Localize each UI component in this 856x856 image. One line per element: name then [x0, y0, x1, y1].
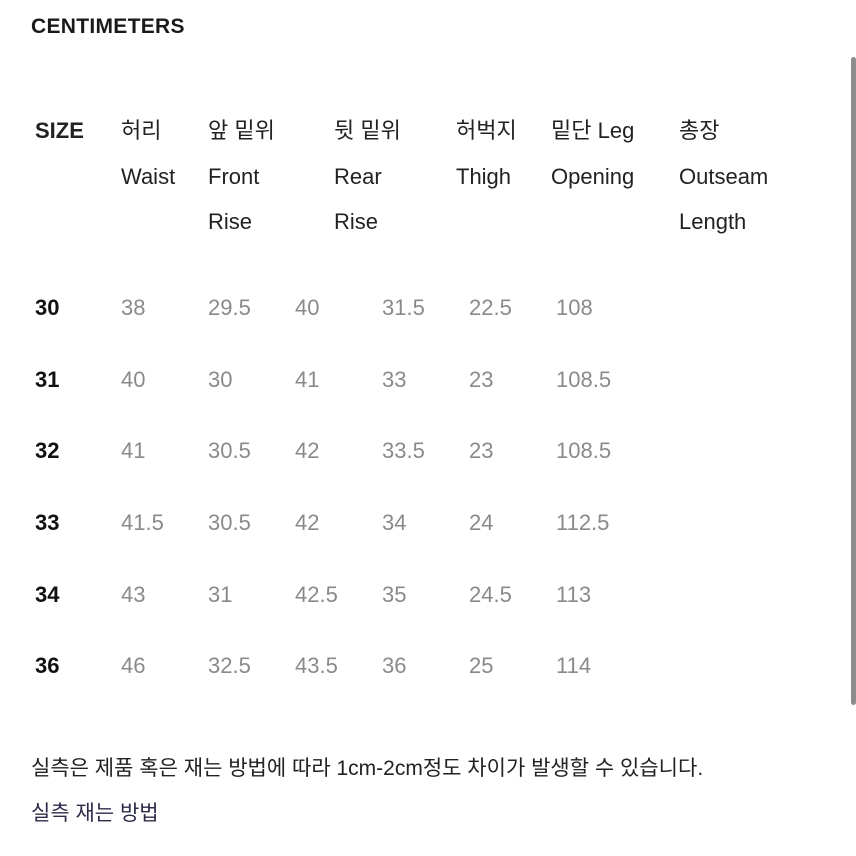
measurement-cell: 33.5 — [382, 438, 425, 463]
column-header: Rear — [334, 164, 382, 189]
measurement-cell: 33 — [382, 367, 407, 392]
measurement-cell: 24 — [469, 510, 494, 535]
measurement-note: 실측은 제품 혹은 재는 방법에 따라 1cm-2cm정도 차이가 발생할 수 … — [31, 757, 704, 780]
size-cell: 31 — [35, 367, 60, 392]
measurement-cell: 41 — [295, 367, 320, 392]
size-cell: 32 — [35, 438, 60, 463]
scrollbar[interactable] — [851, 57, 856, 705]
measurement-cell: 42 — [295, 438, 320, 463]
measurement-cell: 42 — [295, 510, 320, 535]
measurement-cell: 24.5 — [469, 582, 512, 607]
measurement-cell: 30 — [208, 367, 233, 392]
measurement-cell: 46 — [121, 653, 146, 678]
measurement-cell: 34 — [382, 510, 407, 535]
column-header: Opening — [551, 164, 635, 189]
measurement-cell: 41.5 — [121, 510, 164, 535]
unit-title: CENTIMETERS — [31, 15, 185, 38]
measurement-cell: 22.5 — [469, 295, 512, 320]
column-header: Rise — [334, 209, 379, 234]
column-header: Outseam — [679, 164, 769, 189]
measurement-cell: 35 — [382, 582, 407, 607]
measurement-cell: 29.5 — [208, 295, 251, 320]
measurement-cell: 43 — [121, 582, 146, 607]
measurement-cell: 25 — [469, 653, 494, 678]
measurement-cell: 31.5 — [382, 295, 425, 320]
measurement-cell: 32.5 — [208, 653, 251, 678]
measurement-cell: 38 — [121, 295, 146, 320]
how-to-measure-link[interactable]: 실측 재는 방법 — [31, 802, 159, 825]
column-header: Length — [679, 209, 747, 234]
column-header: 허리 — [121, 118, 162, 143]
measurement-cell: 108.5 — [556, 367, 612, 392]
column-header: 총장 — [679, 118, 720, 143]
size-cell: 33 — [35, 510, 60, 535]
column-header: 뒷 밑위 — [334, 118, 401, 143]
measurement-cell: 41 — [121, 438, 146, 463]
measurement-cell: 23 — [469, 438, 494, 463]
measurement-cell: 31 — [208, 582, 233, 607]
measurement-cell: 42.5 — [295, 582, 338, 607]
column-header: 앞 밑위 — [208, 118, 275, 143]
column-header: 밑단 Leg — [551, 118, 635, 143]
column-header: 허벅지 — [456, 118, 517, 143]
measurement-cell: 112.5 — [556, 510, 610, 535]
column-header: Waist — [121, 164, 176, 189]
measurement-cell: 30.5 — [208, 510, 251, 535]
column-header: Front — [208, 164, 260, 189]
measurement-cell: 108 — [556, 295, 593, 320]
column-header: Thigh — [456, 164, 512, 189]
column-header: SIZE — [35, 118, 84, 143]
size-cell: 30 — [35, 295, 60, 320]
measurement-cell: 40 — [295, 295, 320, 320]
measurement-cell: 113 — [556, 582, 592, 607]
measurement-cell: 114 — [556, 653, 592, 678]
size-cell: 36 — [35, 653, 60, 678]
measurement-cell: 23 — [469, 367, 494, 392]
measurement-cell: 43.5 — [295, 653, 338, 678]
measurement-cell: 36 — [382, 653, 407, 678]
measurement-cell: 108.5 — [556, 438, 612, 463]
measurement-cell: 30.5 — [208, 438, 251, 463]
measurement-cell: 40 — [121, 367, 146, 392]
size-cell: 34 — [35, 582, 60, 607]
column-header: Rise — [208, 209, 253, 234]
